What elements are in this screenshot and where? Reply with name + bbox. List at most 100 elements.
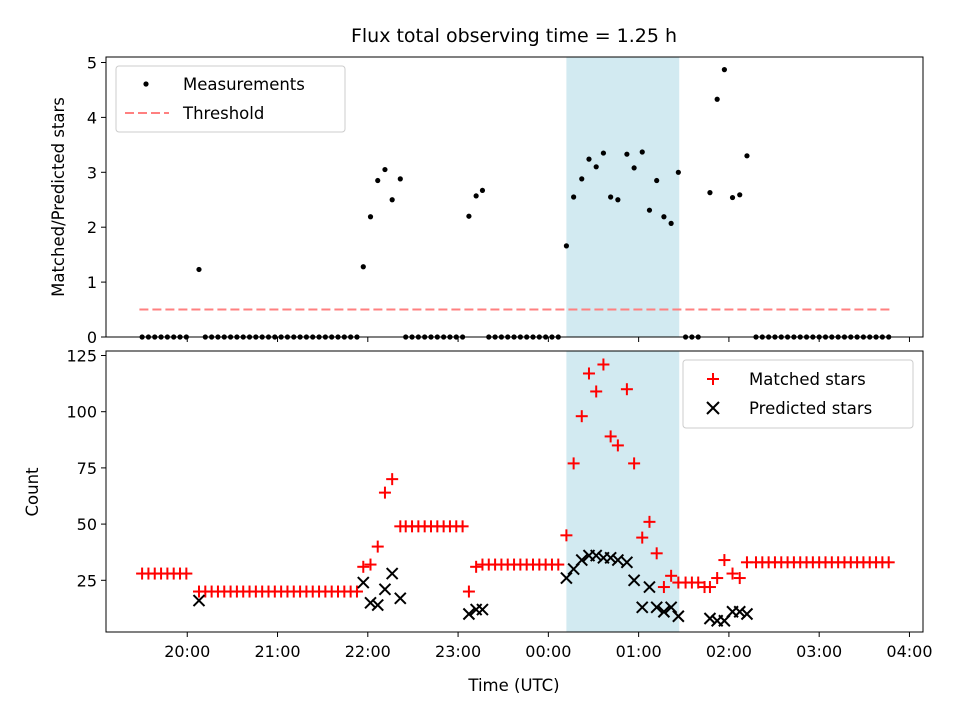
legend-matched-label: Matched stars (749, 370, 866, 389)
predicted-star-point (192, 594, 206, 607)
matched-star-point (386, 473, 399, 486)
measurement-point (675, 169, 681, 175)
matched-star-point (692, 576, 705, 589)
measurement-point (473, 193, 479, 199)
predicted-star-point (371, 598, 384, 612)
bottom-x-tick-label: 00:00 (525, 642, 571, 661)
predicted-star-point (672, 610, 685, 623)
measurement-point (397, 176, 403, 182)
matched-star-point (552, 558, 565, 571)
measurement-point (382, 166, 388, 173)
predicted-star-point (378, 583, 392, 596)
measurement-point (360, 264, 366, 270)
predicted-stars-points (192, 549, 754, 627)
bottom-y-tick-label: 25 (77, 571, 97, 590)
matched-star-point (703, 581, 716, 594)
x-axis-label: Time (UTC) (467, 676, 559, 695)
top-y-ticks: 0 1 2 3 4 5 (87, 53, 106, 347)
bottom-legend-box (682, 359, 914, 429)
bottom-y-tick-label: 100 (66, 403, 97, 422)
matched-star-point (636, 531, 649, 544)
matched-stars-points (136, 358, 895, 598)
predicted-star-point (703, 612, 717, 625)
matched-star-point (882, 556, 895, 569)
bottom-x-tick-label: 03:00 (796, 642, 842, 661)
measurement-point (707, 190, 713, 196)
matched-star-point (611, 439, 624, 452)
bottom-x-ticks: 20:00 21:00 22:00 23:00 00:00 01:00 02:00 03:00… (164, 632, 933, 661)
top-highlight-span (566, 57, 680, 337)
matched-star-point (726, 567, 739, 580)
measurement-point (668, 220, 674, 226)
predicted-star-point (733, 605, 746, 618)
measurement-point (608, 194, 614, 200)
predicted-star-point (385, 567, 399, 580)
top-y-tick-label: 0 (87, 328, 97, 347)
measurement-point (744, 153, 750, 159)
bottom-legend: Matched stars Predicted stars (682, 359, 914, 429)
measurement-point (654, 177, 660, 184)
measurement-point (367, 214, 374, 220)
measurement-point (579, 176, 585, 182)
matched-star-point (665, 569, 678, 582)
measurement-point (737, 192, 743, 198)
bottom-x-tick-label: 22:00 (345, 642, 391, 661)
measurement-point (721, 67, 727, 73)
top-y-tick-label: 2 (87, 218, 97, 237)
bottom-panel: 25 50 75 100 125 20:00 21:00 22:00 23:00 00:00 01… (23, 346, 933, 695)
measurement-point (639, 149, 645, 155)
matched-star-point (180, 567, 193, 580)
matched-star-point (378, 486, 391, 499)
legend-predicted-label: Predicted stars (749, 399, 872, 418)
measurement-point (389, 197, 395, 203)
predicted-star-point (364, 596, 377, 609)
predicted-star-point (611, 553, 625, 567)
legend-threshold-label: Threshold (182, 104, 264, 123)
measurement-point (646, 207, 653, 213)
matched-star-point (650, 547, 663, 560)
predicted-star-point (575, 553, 588, 567)
top-y-tick-label: 3 (87, 163, 97, 182)
measurement-point (466, 213, 472, 219)
bottom-x-tick-label: 21:00 (254, 642, 300, 661)
measurement-point (375, 177, 381, 184)
measurement-point (661, 214, 667, 220)
bottom-x-tick-label: 01:00 (616, 642, 662, 661)
bottom-highlight-span (566, 351, 680, 632)
predicted-star-point (476, 603, 489, 616)
top-y-tick-label: 5 (87, 53, 97, 72)
predicted-star-point (462, 607, 476, 621)
bottom-y-axis-label: Count (23, 467, 42, 517)
matched-star-point (657, 581, 670, 594)
measurement-point (196, 266, 202, 273)
predicted-star-point (357, 576, 370, 589)
predicted-star-point (650, 601, 663, 614)
matched-star-point (604, 430, 617, 443)
matched-star-point (582, 367, 595, 380)
measurement-point (571, 194, 577, 200)
top-y-tick-label: 4 (87, 108, 97, 127)
matched-star-point (643, 515, 656, 528)
legend-matched-marker (707, 373, 719, 385)
matched-star-point (590, 385, 603, 398)
matched-star-point (371, 540, 384, 553)
measurement-point (586, 156, 592, 162)
measurement-point (631, 165, 637, 171)
matched-star-point (575, 410, 588, 423)
predicted-star-point (627, 574, 641, 587)
measurement-point (479, 187, 486, 194)
matched-star-point (718, 554, 731, 567)
top-y-axis-label: Matched/Predicted stars (49, 97, 68, 297)
bottom-x-tick-label: 02:00 (706, 642, 752, 661)
matched-star-point (350, 585, 363, 598)
predicted-star-point (589, 549, 603, 562)
bottom-x-tick-label: 23:00 (435, 642, 481, 661)
chart-title: Flux total observing time = 1.25 h (351, 25, 677, 47)
top-legend-box (115, 65, 346, 133)
top-y-tick-label: 1 (87, 273, 97, 292)
matched-star-point (456, 520, 469, 533)
legend-measurements-label: Measurements (183, 75, 305, 94)
bottom-y-tick-label: 50 (77, 515, 97, 534)
measurement-point (600, 150, 607, 156)
